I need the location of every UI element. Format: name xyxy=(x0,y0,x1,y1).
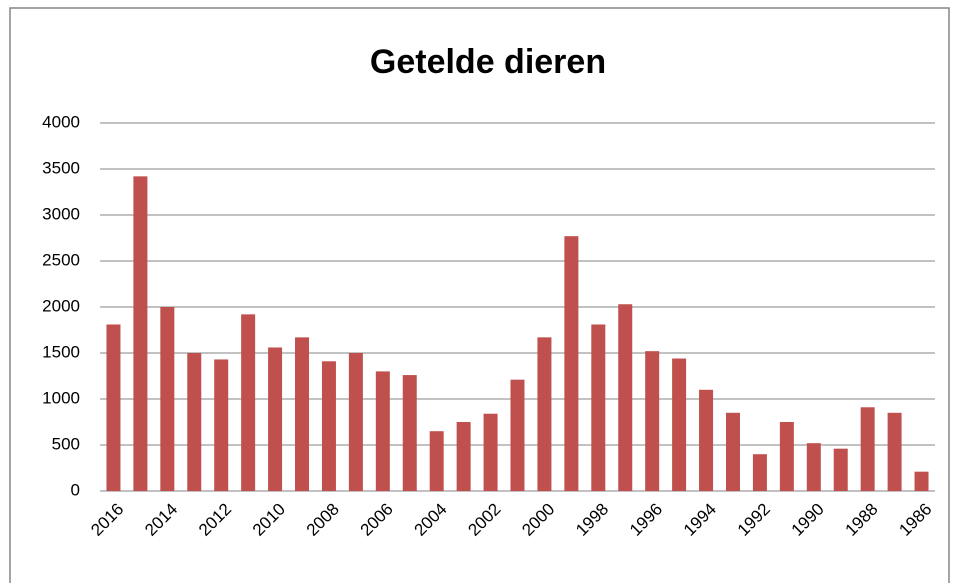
bar xyxy=(187,353,202,491)
y-tick-label: 4000 xyxy=(42,112,80,131)
bar xyxy=(106,324,121,491)
y-tick-label: 1000 xyxy=(42,388,80,407)
bar xyxy=(645,351,660,491)
bar xyxy=(429,431,444,491)
bar xyxy=(914,471,929,491)
y-tick-label: 0 xyxy=(71,480,80,499)
bar xyxy=(483,413,498,491)
bar xyxy=(860,407,875,491)
bar xyxy=(833,448,848,491)
bar xyxy=(348,353,363,491)
y-tick-label: 2000 xyxy=(42,296,80,315)
bar xyxy=(402,375,417,491)
chart-border xyxy=(9,7,950,588)
bar xyxy=(699,389,714,491)
y-tick-label: 1500 xyxy=(42,342,80,361)
y-tick-label: 2500 xyxy=(42,250,80,269)
bar xyxy=(591,324,606,491)
bar xyxy=(618,304,633,491)
bar xyxy=(725,412,740,491)
bar xyxy=(375,371,390,491)
bar xyxy=(779,422,794,491)
bar xyxy=(456,422,471,491)
bar xyxy=(268,347,283,491)
bar xyxy=(564,236,579,491)
bar xyxy=(214,359,229,491)
bar xyxy=(321,361,336,491)
bar xyxy=(295,337,310,491)
y-tick-label: 3000 xyxy=(42,204,80,223)
bar xyxy=(537,337,552,491)
bar xyxy=(160,307,175,491)
bar xyxy=(887,412,902,491)
bar xyxy=(672,358,687,491)
bar xyxy=(510,379,525,491)
bar xyxy=(133,176,148,492)
bar xyxy=(752,454,767,491)
bar xyxy=(241,314,256,491)
bar xyxy=(806,443,821,491)
y-tick-label: 3500 xyxy=(42,158,80,177)
chart-title: Getelde dieren xyxy=(370,43,606,81)
y-tick-label: 500 xyxy=(52,434,80,453)
